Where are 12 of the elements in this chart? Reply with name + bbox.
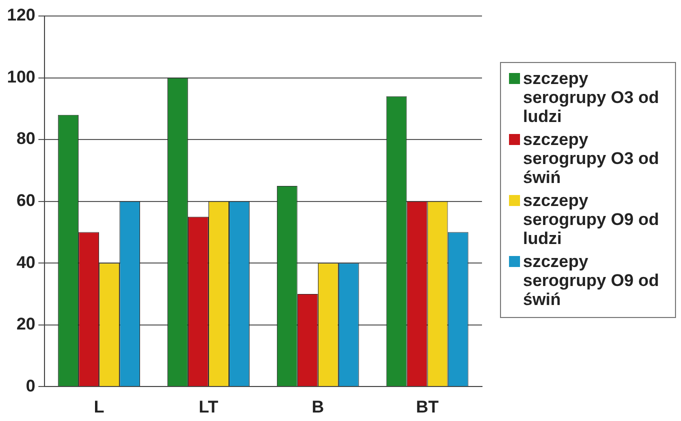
- y-tick-label: 60: [16, 190, 36, 210]
- y-tick-label: 100: [6, 67, 36, 86]
- legend-label: szczepy serogrupy O9 od świń: [523, 252, 660, 309]
- x-tick-label: LT: [198, 397, 219, 416]
- x-tick-label: B: [312, 397, 324, 416]
- y-tick-label: 120: [6, 6, 36, 25]
- x-tick-label: BT: [416, 397, 440, 416]
- y-tick-label: 0: [26, 376, 36, 396]
- y-tick-label: 40: [16, 252, 36, 272]
- x-tick-label: L: [94, 397, 104, 416]
- y-tick-label: 80: [16, 129, 36, 148]
- y-tick-label: 20: [16, 314, 36, 334]
